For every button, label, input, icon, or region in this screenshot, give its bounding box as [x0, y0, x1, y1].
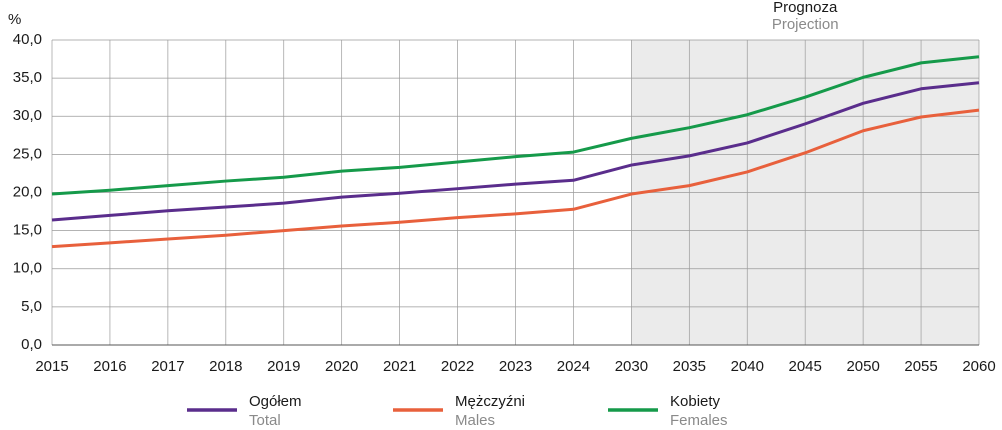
x-tick-label: 2035: [673, 358, 706, 375]
y-tick-label: 20,0: [13, 183, 42, 200]
x-tick-label: 2023: [499, 358, 532, 375]
legend-label-en: Males: [455, 412, 495, 429]
x-tick-label: 2021: [383, 358, 416, 375]
y-tick-label: 5,0: [21, 298, 42, 315]
projection-label: Prognoza: [773, 0, 838, 16]
x-tick-label: 2019: [267, 358, 300, 375]
legend-label-en: Total: [249, 412, 281, 429]
x-tick-label: 2022: [441, 358, 474, 375]
x-tick-label: 2040: [731, 358, 764, 375]
y-tick-label: 10,0: [13, 260, 42, 277]
legend-label: Kobiety: [670, 393, 721, 410]
x-tick-label: 2016: [93, 358, 126, 375]
y-tick-label: 35,0: [13, 69, 42, 86]
x-tick-label: 2060: [962, 358, 995, 375]
y-tick-label: 30,0: [13, 107, 42, 124]
legend-label: Ogółem: [249, 393, 302, 410]
projection-label-en: Projection: [772, 16, 839, 33]
y-tick-label: 0,0: [21, 336, 42, 353]
x-tick-label: 2045: [789, 358, 822, 375]
x-tick-label: 2020: [325, 358, 358, 375]
x-tick-label: 2050: [846, 358, 879, 375]
y-axis-label: %: [8, 11, 21, 28]
x-tick-label: 2024: [557, 358, 590, 375]
x-tick-label: 2017: [151, 358, 184, 375]
y-tick-label: 25,0: [13, 145, 42, 162]
x-tick-label: 2055: [904, 358, 937, 375]
y-tick-label: 40,0: [13, 31, 42, 48]
series-line: [51, 108, 980, 249]
y-tick-label: 15,0: [13, 222, 42, 239]
legend-label-en: Females: [670, 412, 728, 429]
series-line: [51, 81, 980, 222]
x-tick-label: 2018: [209, 358, 242, 375]
x-tick-label: 2015: [35, 358, 68, 375]
legend-label: Mężczyźni: [455, 393, 525, 410]
series-line: [51, 55, 980, 196]
x-tick-label: 2030: [615, 358, 648, 375]
